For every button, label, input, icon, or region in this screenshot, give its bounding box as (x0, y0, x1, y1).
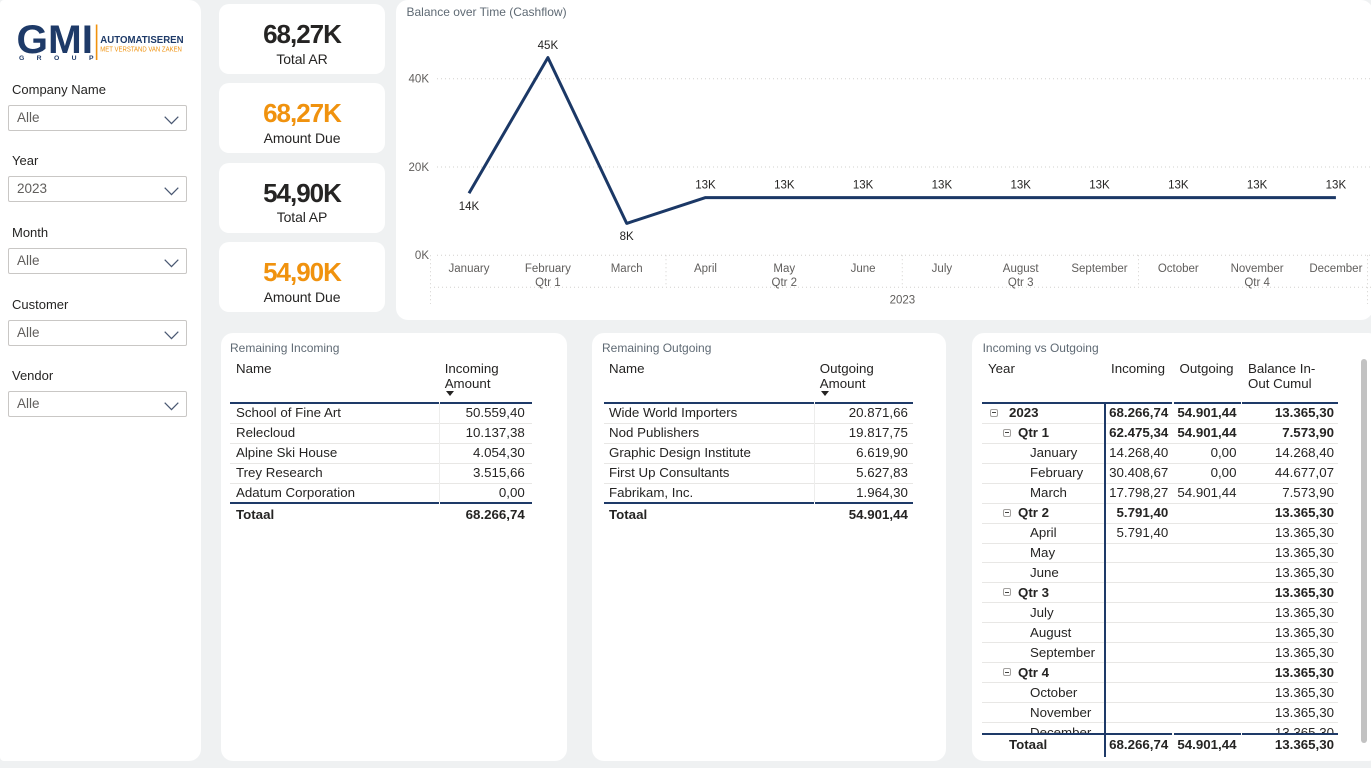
svg-text:April: April (694, 263, 717, 275)
svg-text:October: October (1158, 263, 1199, 275)
svg-text:November: November (1231, 263, 1284, 275)
svg-text:13K: 13K (695, 180, 716, 192)
svg-text:Qtr 4: Qtr 4 (1244, 277, 1270, 289)
svg-text:13K: 13K (1010, 180, 1031, 192)
svg-text:January: January (449, 263, 490, 275)
svg-text:Qtr 2: Qtr 2 (772, 277, 798, 289)
svg-text:July: July (932, 263, 953, 275)
svg-text:February: February (525, 263, 571, 275)
svg-text:13K: 13K (774, 180, 795, 192)
svg-text:20K: 20K (409, 162, 430, 174)
svg-text:13K: 13K (1247, 180, 1268, 192)
svg-text:December: December (1309, 263, 1362, 275)
svg-text:0K: 0K (415, 250, 429, 262)
svg-text:40K: 40K (409, 74, 430, 86)
svg-text:September: September (1071, 263, 1127, 275)
svg-text:MET VERSTAND VAN ZAKEN: MET VERSTAND VAN ZAKEN (100, 47, 182, 54)
svg-text:13K: 13K (932, 180, 953, 192)
svg-text:13K: 13K (1168, 180, 1189, 192)
svg-text:GROUP: GROUP (19, 55, 94, 62)
svg-text:March: March (611, 263, 643, 275)
svg-text:14K: 14K (459, 201, 480, 213)
svg-text:May: May (773, 263, 795, 275)
svg-text:AUTOMATISEREN: AUTOMATISEREN (100, 35, 183, 46)
svg-text:45K: 45K (538, 40, 559, 52)
svg-text:8K: 8K (620, 231, 634, 243)
svg-text:GMI: GMI (17, 18, 94, 62)
svg-text:13K: 13K (1089, 180, 1110, 192)
svg-text:13K: 13K (1326, 180, 1347, 192)
svg-text:Qtr 1: Qtr 1 (535, 277, 561, 289)
svg-text:2023: 2023 (890, 295, 916, 307)
svg-text:June: June (851, 263, 876, 275)
svg-text:Qtr 3: Qtr 3 (1008, 277, 1034, 289)
svg-text:13K: 13K (853, 180, 874, 192)
svg-text:August: August (1003, 263, 1040, 275)
